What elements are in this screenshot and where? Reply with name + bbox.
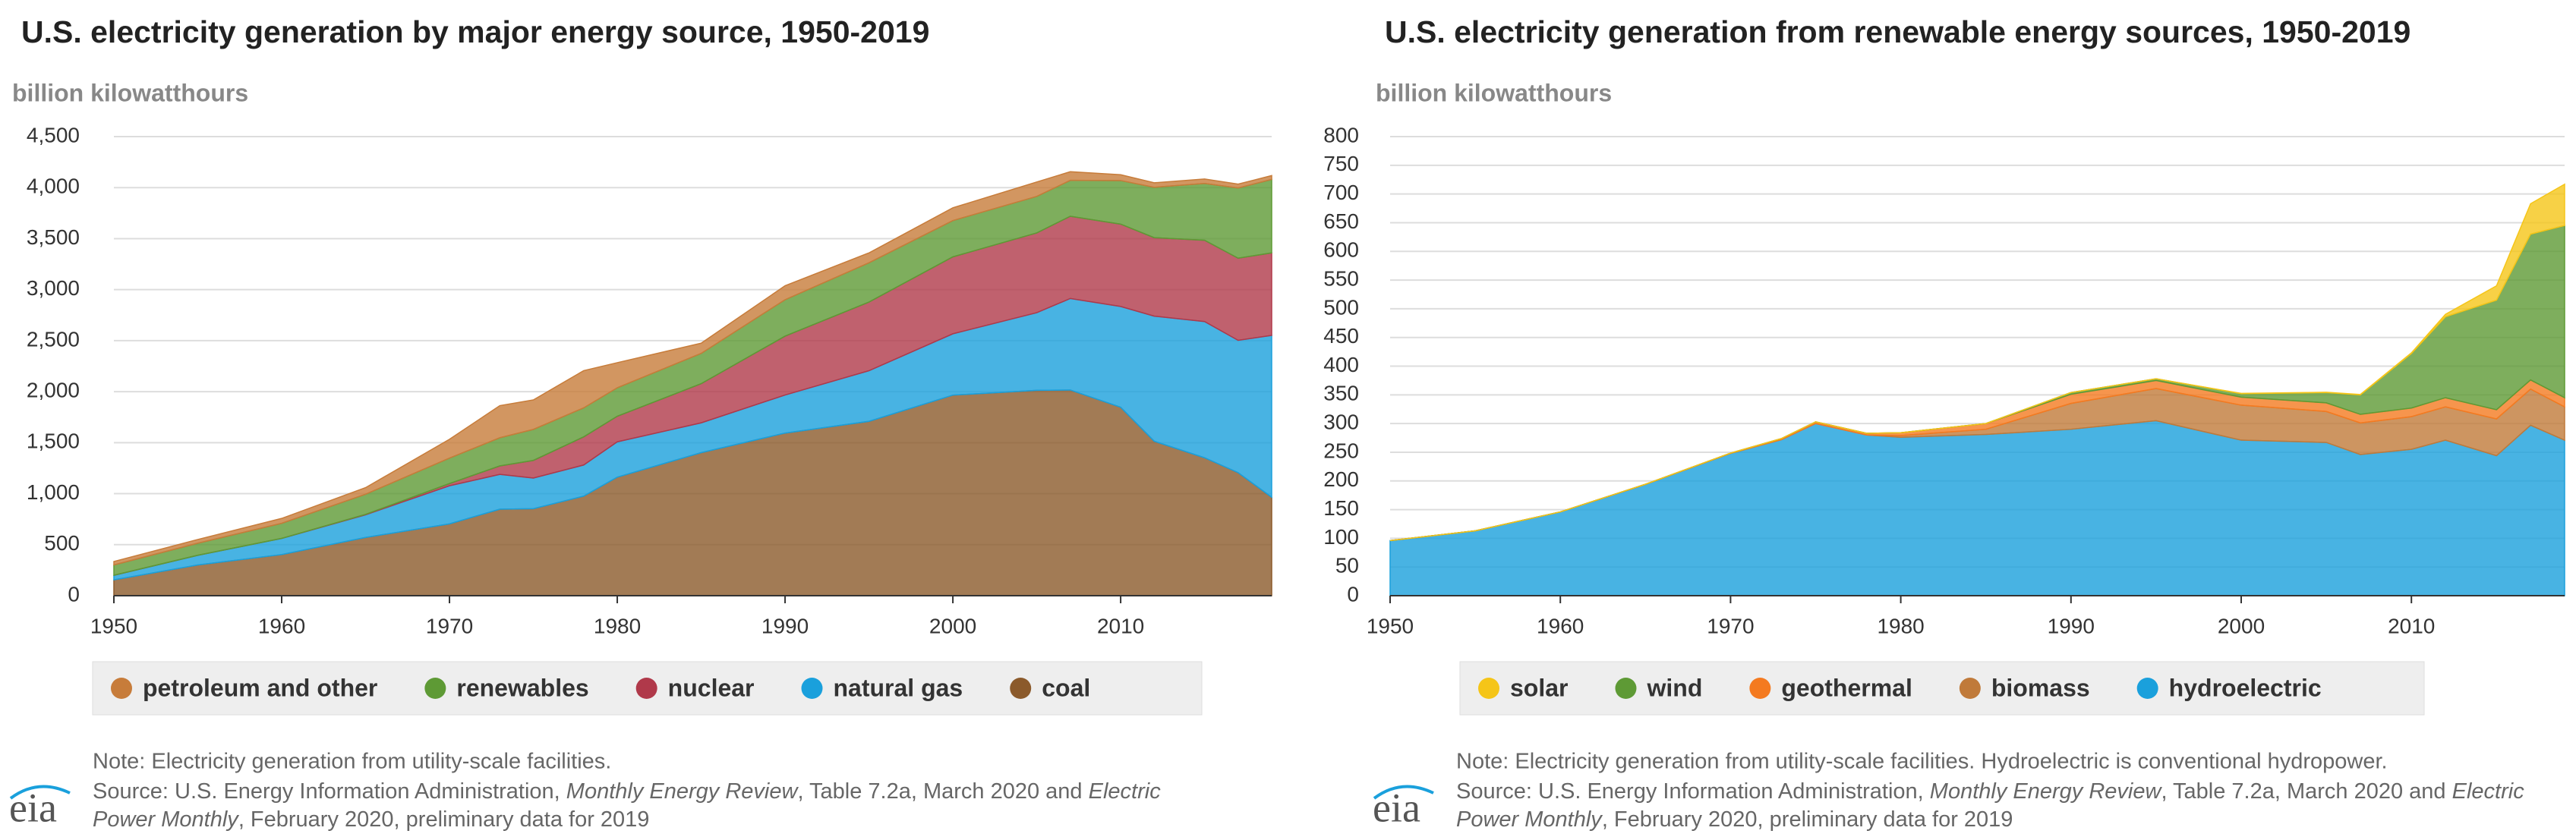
legend-label: coal: [1042, 674, 1090, 701]
legend-marker: [1615, 678, 1637, 699]
axis-unit: billion kilowatthours: [1376, 79, 1612, 106]
legend-label: hydroelectric: [2169, 674, 2322, 701]
legend-marker: [801, 678, 823, 699]
x-tick-label: 2000: [2218, 614, 2265, 637]
legend-label: natural gas: [834, 674, 963, 701]
legend-marker: [1959, 678, 1981, 699]
logo: eia: [1373, 785, 1420, 830]
note: Note: Electricity generation from utilit…: [1456, 750, 2388, 774]
x-tick-label: 1980: [594, 614, 641, 637]
source: Power Monthly, February 2020, preliminar…: [1456, 807, 2013, 832]
y-tick-label: 150: [1323, 496, 1359, 520]
source-part: Source: U.S. Energy Information Administ…: [1456, 779, 1930, 804]
y-tick-label: 200: [1323, 467, 1359, 491]
y-tick-label: 350: [1323, 382, 1359, 405]
legend-marker: [635, 678, 657, 699]
legend-label: renewables: [456, 674, 588, 701]
y-tick-label: 50: [1335, 554, 1359, 577]
logo: eia: [9, 785, 57, 830]
x-tick-label: 1990: [761, 614, 809, 637]
legend-marker: [424, 678, 446, 699]
y-tick-label: 500: [44, 531, 80, 555]
y-tick-label: 0: [1347, 582, 1359, 606]
y-tick-label: 800: [1323, 123, 1359, 146]
y-tick-label: 2,000: [27, 379, 80, 402]
source-part: Monthly Energy Review: [1930, 779, 2163, 804]
y-tick-label: 400: [1323, 353, 1359, 376]
x-tick-label: 1960: [1537, 614, 1584, 637]
x-tick-label: 1980: [1877, 614, 1924, 637]
area: [113, 171, 1272, 566]
y-tick-label: 1,000: [27, 480, 80, 504]
logo-swoosh: [9, 785, 71, 800]
legend-marker: [1010, 678, 1032, 699]
y-tick-label: 4,500: [27, 123, 80, 146]
source-part: , Table 7.2a, March 2020 and: [2161, 779, 2451, 804]
y-tick-label: 300: [1323, 411, 1359, 434]
x-tick-label: 1970: [426, 614, 473, 637]
y-tick-label: 700: [1323, 181, 1359, 204]
source: Source: U.S. Energy Information Administ…: [1456, 779, 2524, 804]
x-tick-label: 2010: [1097, 614, 1144, 637]
x-tick-label: 1960: [258, 614, 305, 637]
x-tick-label: 1990: [2048, 614, 2095, 637]
y-tick-label: 600: [1323, 238, 1359, 262]
source-part: Source: U.S. Energy Information Administ…: [93, 779, 566, 804]
source-part: , February 2020, preliminary data for 20…: [1602, 807, 2013, 832]
y-tick-label: 100: [1323, 525, 1359, 549]
note: Note: Electricity generation from utilit…: [93, 750, 611, 774]
y-tick-label: 500: [1323, 295, 1359, 319]
y-tick-label: 750: [1323, 152, 1359, 175]
legend-label: wind: [1646, 674, 1702, 701]
source-part: Power Monthly: [1456, 807, 1603, 832]
legend-label: petroleum and other: [143, 674, 377, 701]
y-tick-label: 0: [68, 582, 80, 606]
legend-marker: [2136, 678, 2158, 699]
x-tick-label: 2010: [2388, 614, 2435, 637]
source-part: Electric: [1089, 779, 1162, 804]
y-tick-label: 650: [1323, 209, 1359, 233]
y-tick-label: 1,500: [27, 430, 80, 453]
logo-swoosh: [1373, 785, 1434, 800]
y-tick-label: 450: [1323, 324, 1359, 348]
x-tick-label: 1950: [1367, 614, 1414, 637]
y-tick-label: 250: [1323, 439, 1359, 462]
source-part: , Table 7.2a, March 2020 and: [797, 779, 1088, 804]
source: Source: U.S. Energy Information Administ…: [93, 779, 1161, 804]
source-part: Power Monthly: [93, 807, 239, 832]
y-tick-label: 3,000: [27, 276, 80, 300]
y-tick-label: 550: [1323, 266, 1359, 290]
source: Power Monthly, February 2020, preliminar…: [93, 807, 649, 832]
legend-label: biomass: [1991, 674, 2090, 701]
source-part: Monthly Energy Review: [566, 779, 799, 804]
source-part: , February 2020, preliminary data for 20…: [238, 807, 650, 832]
x-tick-label: 1970: [1707, 614, 1754, 637]
axis-unit: billion kilowatthours: [12, 79, 248, 106]
legend-marker: [1478, 678, 1499, 699]
y-tick-label: 4,000: [27, 175, 80, 198]
legend-label: geothermal: [1781, 674, 1912, 701]
legend-marker: [111, 678, 132, 699]
source-part: Electric: [2452, 779, 2525, 804]
area: [1389, 183, 2565, 542]
legend-label: nuclear: [668, 674, 755, 701]
y-tick-label: 3,500: [27, 225, 80, 249]
chart-title: U.S. electricity generation by major ene…: [21, 14, 929, 49]
y-tick-label: 2,500: [27, 327, 80, 351]
x-tick-label: 1950: [90, 614, 137, 637]
chart-title: U.S. electricity generation from renewab…: [1385, 14, 2410, 49]
x-tick-label: 2000: [929, 614, 976, 637]
legend-marker: [1749, 678, 1771, 699]
legend-label: solar: [1510, 674, 1568, 701]
